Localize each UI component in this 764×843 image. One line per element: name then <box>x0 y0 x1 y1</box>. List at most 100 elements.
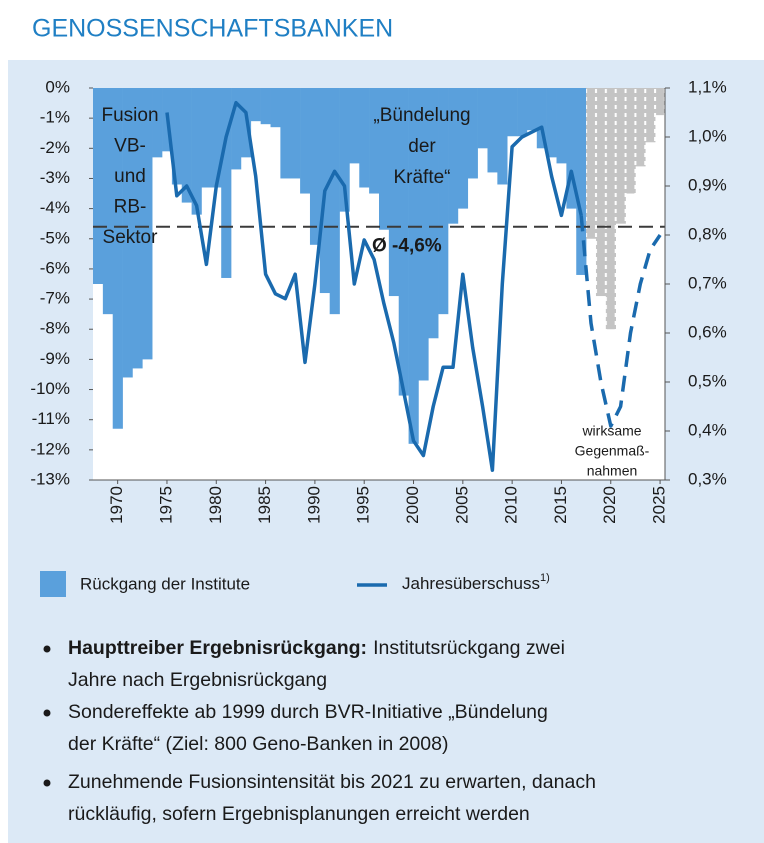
annotation: nahmen <box>587 463 638 479</box>
bar <box>457 88 469 209</box>
x-tick-label: 1980 <box>206 486 225 524</box>
bar <box>586 88 597 239</box>
bar <box>526 88 538 131</box>
x-tick-label: 2000 <box>403 486 422 524</box>
x-tick-label: 2015 <box>551 486 570 524</box>
bullet-dot <box>43 709 51 717</box>
bar <box>201 88 212 188</box>
bar <box>595 88 607 297</box>
bar <box>408 88 419 444</box>
bullet-text: Zunehmende Fusionsintensität bis 2021 zu… <box>68 771 596 793</box>
bar <box>231 88 242 170</box>
bar <box>171 88 183 185</box>
legend-label: Jahresüberschuss1) <box>402 572 550 594</box>
annotation: Fusion <box>101 105 158 126</box>
bullet-dot <box>43 645 51 653</box>
y2-tick-label: 0,7% <box>688 273 727 292</box>
y2-tick-label: 0,4% <box>688 420 727 439</box>
y-tick-label: -13% <box>30 469 70 488</box>
x-tick-label: 2020 <box>600 486 619 524</box>
bar <box>467 88 478 179</box>
bar <box>300 88 311 194</box>
bar <box>418 88 429 381</box>
bar <box>605 88 616 330</box>
annotation: RB- <box>114 197 147 218</box>
bar <box>566 88 577 209</box>
y-tick-label: -9% <box>40 349 70 368</box>
annotation: Gegenmaß- <box>575 443 650 459</box>
bar <box>152 88 163 158</box>
bar <box>349 88 360 164</box>
y2-tick-label: 0,5% <box>688 371 727 390</box>
bar <box>477 88 488 149</box>
bar <box>369 88 380 194</box>
bar <box>655 88 666 116</box>
y-tick-label: -1% <box>40 108 70 127</box>
legend-footnote: 1) <box>540 572 550 584</box>
bullet-text: Jahre nach Ergebnisrückgang <box>68 669 327 691</box>
bar <box>645 88 656 143</box>
legend-label: Rückgang der Institute <box>80 574 250 593</box>
x-tick-label: 1995 <box>354 486 373 524</box>
x-tick-label: 2010 <box>502 486 521 524</box>
bullet-text: Sondereffekte ab 1999 durch BVR-Initiati… <box>68 701 548 723</box>
x-tick-label: 2025 <box>650 486 669 524</box>
bar <box>280 88 291 179</box>
bar <box>556 88 567 164</box>
bar <box>270 88 281 128</box>
x-tick-label: 1985 <box>255 486 274 524</box>
bar <box>388 88 400 297</box>
bar <box>379 88 390 230</box>
bullet-dot <box>43 779 51 787</box>
bar <box>487 88 498 173</box>
bar <box>191 88 202 215</box>
bullet-text: Haupttreiber Ergebnisrückgang: Institutsr… <box>68 637 565 659</box>
y2-tick-label: 1,1% <box>688 77 727 96</box>
chart-title: GENOSSENSCHAFTSBANKEN <box>32 15 393 43</box>
y-tick-label: -11% <box>32 409 70 428</box>
bar <box>497 88 508 185</box>
y-tick-label: 0% <box>45 77 70 96</box>
annotation: Kräfte“ <box>393 167 450 188</box>
y-tick-label: -8% <box>40 319 70 338</box>
annotation: und <box>114 166 146 187</box>
bullet-text: rückläufig, sofern Ergebnisplanungen err… <box>68 803 530 825</box>
y-tick-label: -3% <box>40 168 70 187</box>
legend-name: Jahresüberschuss <box>402 574 540 593</box>
annotation: wirksame <box>581 423 641 439</box>
bar <box>260 88 271 125</box>
y2-tick-label: 0,8% <box>688 224 727 243</box>
y-tick-label: -5% <box>40 228 70 247</box>
bar <box>181 88 192 203</box>
bar <box>142 88 153 360</box>
x-tick-label: 2005 <box>452 486 471 524</box>
y-tick-label: -2% <box>40 138 70 157</box>
bar <box>615 88 626 224</box>
bar <box>93 88 104 284</box>
y2-tick-label: 0,3% <box>688 469 727 488</box>
bar <box>102 88 114 315</box>
bar <box>211 88 222 188</box>
bar <box>635 88 646 167</box>
bar <box>309 88 321 245</box>
bar <box>398 88 409 396</box>
average-label: Ø -4,6% <box>372 236 442 257</box>
bar <box>329 88 340 315</box>
annotation: Sektor <box>103 227 159 248</box>
bar <box>625 88 636 194</box>
x-tick-label: 1970 <box>107 486 126 524</box>
bar <box>546 88 557 158</box>
y2-tick-label: 0,9% <box>688 175 727 194</box>
y-tick-label: -12% <box>30 439 70 458</box>
bar <box>448 88 459 224</box>
bar <box>339 88 350 212</box>
y-tick-label: -4% <box>40 198 70 217</box>
x-tick-label: 1990 <box>304 486 323 524</box>
line <box>165 100 583 472</box>
bar <box>122 88 133 378</box>
bar <box>132 88 143 369</box>
bar <box>428 88 439 339</box>
line <box>579 215 662 428</box>
bar <box>517 88 528 137</box>
